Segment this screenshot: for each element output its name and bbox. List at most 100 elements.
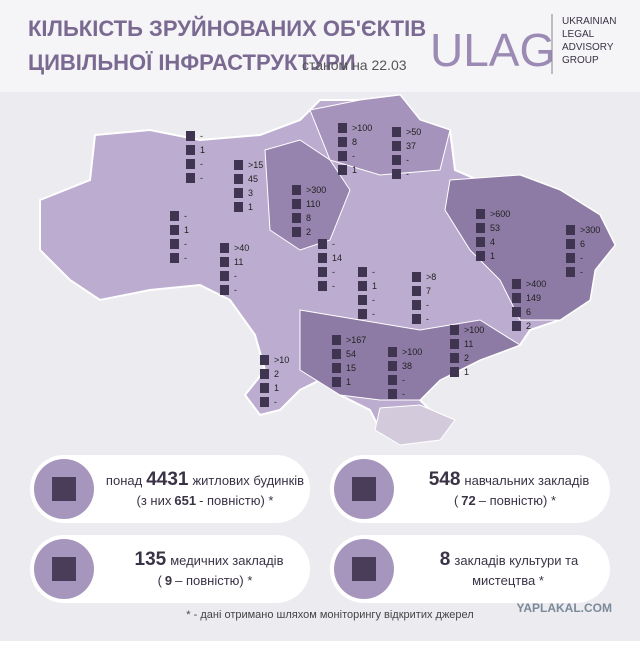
card-post: житлових будинків	[192, 473, 304, 488]
region-value: -	[200, 173, 203, 183]
region-value: 1	[346, 377, 351, 387]
region-value: 2	[526, 321, 531, 331]
card-line2-number: 72	[461, 493, 475, 508]
card-number: 8	[440, 549, 451, 570]
region-value: >400	[526, 279, 546, 289]
card-pre: понад	[106, 473, 143, 488]
card	[330, 455, 610, 523]
building-icon	[318, 253, 327, 263]
title-line2: ЦИВІЛЬНОЇ ІНФРАСТРУКТУРИ	[28, 50, 356, 75]
region-value: 38	[402, 361, 412, 371]
building-icon	[566, 267, 575, 277]
building-icon	[512, 307, 521, 317]
region-value: -	[352, 151, 355, 161]
region-value: -	[426, 314, 429, 324]
region-dark	[444, 174, 616, 321]
region-value: -	[332, 239, 335, 249]
region-value: >10	[274, 355, 289, 365]
building-icon	[234, 202, 243, 212]
card-line2-number: 651	[174, 493, 196, 508]
building-icon	[220, 285, 229, 295]
region-value: 2	[464, 353, 469, 363]
card-number: 4431	[146, 469, 189, 490]
building-icon	[388, 389, 397, 399]
building-icon	[186, 131, 195, 141]
region-value: >15	[248, 160, 263, 170]
card-line2-pre: (з них	[137, 493, 172, 508]
building-icon	[412, 286, 421, 296]
region-value: 8	[352, 137, 357, 147]
card-post: медичних закладів	[170, 553, 283, 568]
building-icon	[170, 239, 179, 249]
card-line2-post: – повністю) *	[479, 493, 556, 508]
region-value: >100	[464, 325, 484, 335]
building-icon	[450, 325, 459, 335]
region-value: 1	[352, 165, 357, 175]
card-icon	[352, 477, 376, 501]
building-icon	[412, 272, 421, 282]
region-value: 6	[580, 239, 585, 249]
card-line2-post: – повністю) *	[175, 573, 252, 588]
building-icon	[450, 339, 459, 349]
region-value: -	[184, 253, 187, 263]
building-icon	[220, 271, 229, 281]
region-value: -	[372, 295, 375, 305]
building-icon	[260, 355, 269, 365]
building-icon	[260, 397, 269, 407]
footnote: * - дані отримано шляхом моніторингу від…	[186, 609, 473, 621]
region-value: >600	[490, 209, 510, 219]
region-value: -	[406, 169, 409, 179]
logo-line: ADVISORY	[562, 42, 614, 53]
building-icon	[292, 227, 301, 237]
building-icon	[358, 295, 367, 305]
region-value: 1	[372, 281, 377, 291]
building-icon	[292, 199, 301, 209]
region-value: 2	[306, 227, 311, 237]
region-value: -	[200, 159, 203, 169]
card-number: 135	[135, 549, 167, 570]
building-icon	[186, 145, 195, 155]
building-icon	[388, 361, 397, 371]
region-value: 37	[406, 141, 416, 151]
region-value: 1	[274, 383, 279, 393]
building-icon	[566, 253, 575, 263]
region-labels: -1-->154531>30011082>1008-1>5037---1-->4…	[170, 123, 600, 407]
logo-line: LEGAL	[562, 29, 595, 40]
building-icon	[566, 239, 575, 249]
building-icon	[318, 239, 327, 249]
building-icon	[392, 127, 401, 137]
map	[39, 93, 617, 446]
region-value: >100	[402, 347, 422, 357]
building-icon	[358, 309, 367, 319]
region-value: 53	[490, 223, 500, 233]
building-icon	[186, 159, 195, 169]
region-value: -	[372, 267, 375, 277]
region-value: >300	[580, 225, 600, 235]
region-value: 7	[426, 286, 431, 296]
building-icon	[332, 349, 341, 359]
building-icon	[392, 169, 401, 179]
region-value: 1	[200, 145, 205, 155]
card-line1: понад 4431 житлових будинків	[106, 469, 304, 490]
building-icon	[260, 369, 269, 379]
building-icon	[220, 243, 229, 253]
building-icon	[318, 281, 327, 291]
card-line2-pre: (	[158, 573, 163, 588]
card-line2-number: 9	[165, 573, 172, 588]
region-value: >300	[306, 185, 326, 195]
card-line2: (з них 651- повністю) *	[137, 493, 274, 508]
logo-line: UKRAINIAN	[562, 16, 616, 27]
building-icon	[186, 173, 195, 183]
building-icon	[260, 383, 269, 393]
region-value: 15	[346, 363, 356, 373]
header-band	[0, 0, 640, 92]
region-value: -	[200, 131, 203, 141]
region-value: 2	[274, 369, 279, 379]
building-icon	[234, 174, 243, 184]
region-value: -	[580, 253, 583, 263]
logo-line: GROUP	[562, 55, 599, 66]
card-post: закладів культури та	[454, 553, 579, 568]
region-value: 6	[526, 307, 531, 317]
region-value: 1	[184, 225, 189, 235]
region-value: -	[274, 397, 277, 407]
